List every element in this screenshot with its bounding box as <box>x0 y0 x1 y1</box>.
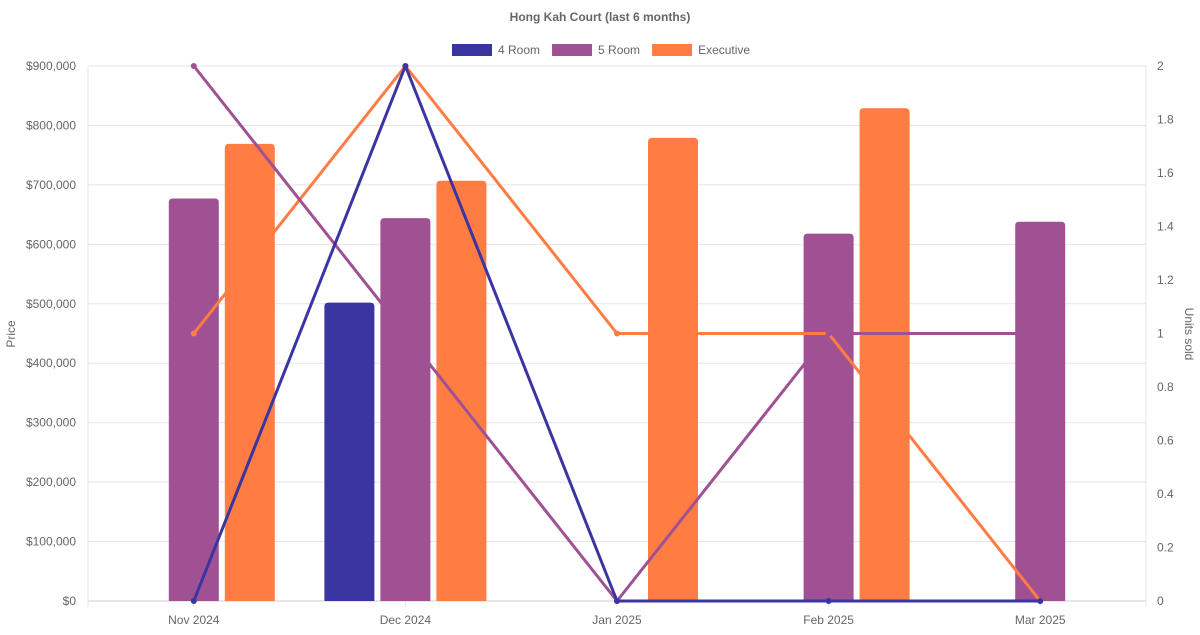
chart-title: Hong Kah Court (last 6 months) <box>510 10 691 24</box>
legend-item-4-room[interactable]: 4 Room <box>452 43 540 57</box>
y-axis-label: Price <box>4 320 18 348</box>
point-executive <box>614 330 620 337</box>
point-5-room <box>825 330 832 337</box>
y2-tick-label: 0.6 <box>1157 434 1174 448</box>
legend-label: 5 Room <box>598 43 640 57</box>
legend-item-executive[interactable]: Executive <box>652 43 750 57</box>
y2-tick-label: 0.2 <box>1157 541 1174 555</box>
y2-tick-label: 0.4 <box>1157 487 1174 501</box>
x-tick-label: Mar 2025 <box>1015 613 1066 627</box>
bar-executive <box>859 108 910 601</box>
bar-executive <box>224 143 275 601</box>
y2-tick-label: 1 <box>1157 327 1164 341</box>
point-5-room <box>1037 330 1044 337</box>
y-tick-label: $500,000 <box>26 297 76 311</box>
legend-swatch <box>452 44 492 56</box>
y-tick-label: $600,000 <box>26 237 76 251</box>
y-tick-label: $700,000 <box>26 178 76 192</box>
y2-tick-label: 1.8 <box>1157 113 1174 127</box>
legend-swatch <box>652 44 693 56</box>
point-4-room <box>825 598 832 604</box>
y2-tick-label: 1.6 <box>1157 166 1174 180</box>
point-5-room <box>402 330 409 337</box>
lines <box>190 63 1044 604</box>
bar-5-room <box>380 218 431 601</box>
y2-tick-label: 0.8 <box>1157 380 1174 394</box>
y-tick-label: $200,000 <box>26 475 76 489</box>
y-tick-label: $100,000 <box>26 535 76 549</box>
point-4-room <box>1037 598 1044 604</box>
bar-5-room <box>803 233 854 601</box>
y2-tick-label: 1.2 <box>1157 273 1174 287</box>
axes: $0 $100,000 $200,000 $300,000 $400,000 $500,0… <box>26 59 1174 627</box>
legend-swatch <box>552 44 593 56</box>
legend-label: Executive <box>698 43 750 57</box>
y2-tick-label: 2 <box>1157 59 1164 73</box>
x-tick-label: Dec 2024 <box>380 613 432 627</box>
y2-tick-label: 0 <box>1157 594 1164 608</box>
x-tick-label: Jan 2025 <box>592 613 642 627</box>
y2-axis-label: Units sold <box>1182 308 1196 361</box>
point-4-room <box>402 63 409 69</box>
y-tick-label: $900,000 <box>26 59 76 73</box>
legend-item-5-room[interactable]: 5 Room <box>552 43 640 57</box>
y-tick-label: $0 <box>63 594 77 608</box>
y-tick-label: $300,000 <box>26 416 76 430</box>
point-4-room <box>614 598 620 604</box>
legend[interactable]: 4 Room 5 Room Executive <box>452 43 750 57</box>
point-executive <box>190 330 197 337</box>
bar-executive <box>648 137 698 601</box>
legend-label: 4 Room <box>498 43 540 57</box>
bar-executive <box>436 180 487 601</box>
y-tick-label: $400,000 <box>26 356 76 370</box>
bars <box>168 108 1066 602</box>
point-4-room <box>190 598 197 604</box>
y2-tick-label: 1.4 <box>1157 220 1174 234</box>
point-5-room <box>190 63 197 69</box>
bar-5-room <box>1015 221 1066 601</box>
x-tick-label: Nov 2024 <box>168 613 220 627</box>
bar-5-room <box>168 198 219 602</box>
x-tick-label: Feb 2025 <box>803 613 854 627</box>
bar-4-room <box>324 302 375 601</box>
y-tick-label: $800,000 <box>26 118 76 132</box>
